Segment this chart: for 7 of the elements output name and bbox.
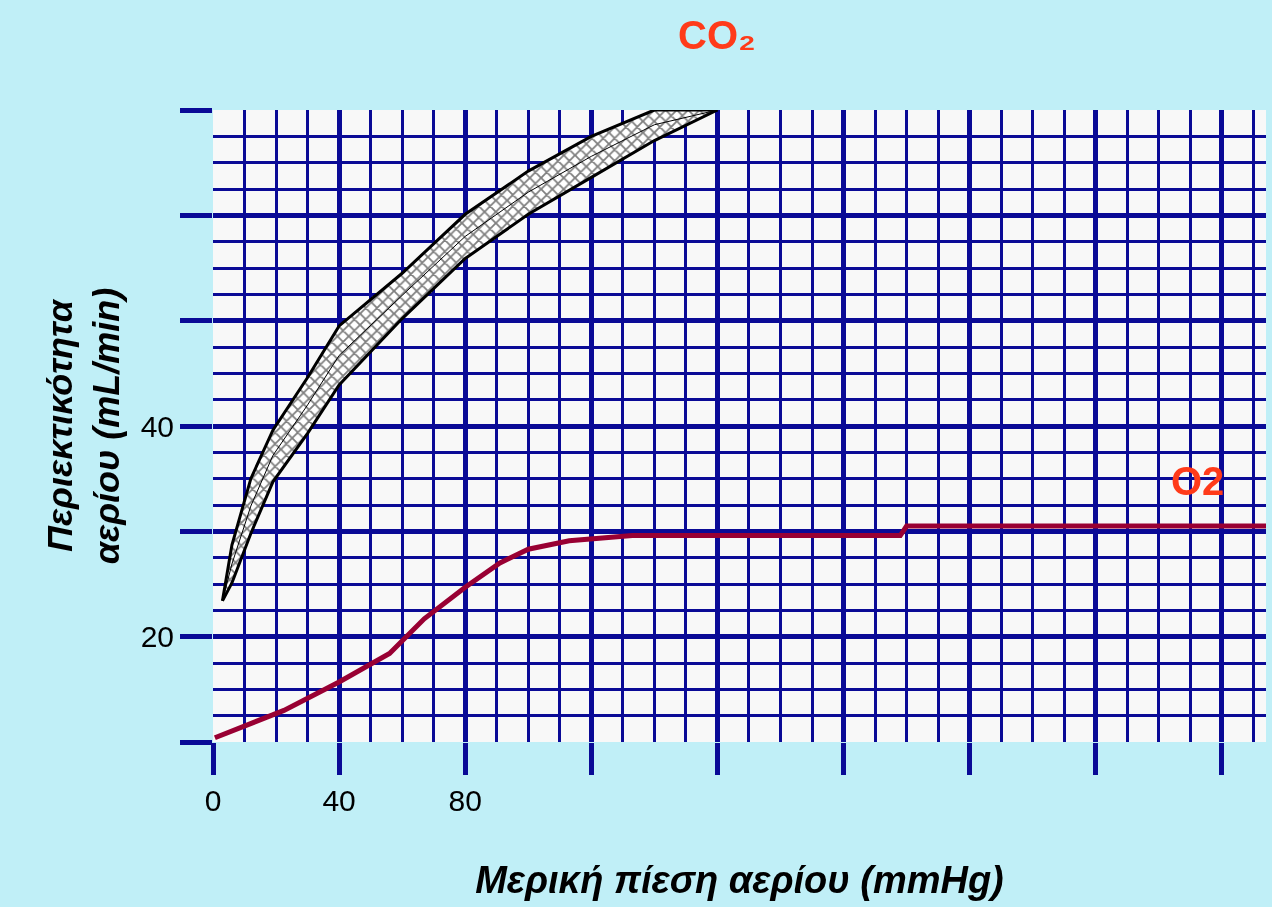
x-tick-label: 0 [204,784,222,817]
series-label: CO₂ [678,13,756,57]
y-tick-label: 20 [140,620,174,654]
x-tick-label: 40 [322,784,356,817]
x-axis-title: Μερική πίεση αερίου (mmHg) [475,859,1004,902]
x-tick-label: 80 [448,784,482,817]
y-axis-title: Περιεκτικότητα αερίου (mL/min) [38,287,127,565]
